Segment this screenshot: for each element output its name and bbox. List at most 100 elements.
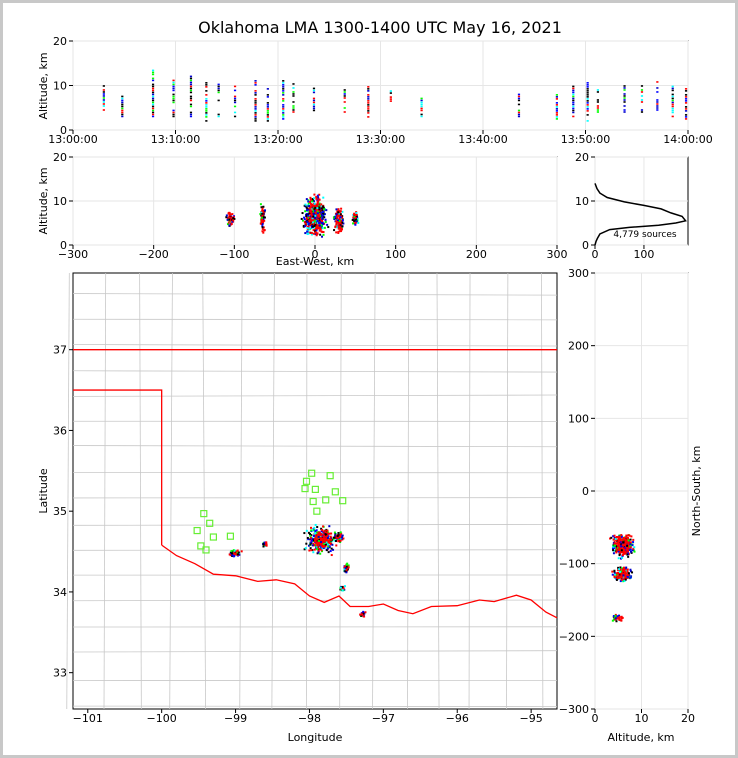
source-mark: [320, 547, 323, 550]
source-mark: [310, 212, 313, 215]
source-mark: [339, 531, 342, 534]
source-mark: [318, 198, 321, 201]
source-mark: [261, 208, 264, 211]
source-mark: [340, 230, 343, 233]
source-mark: [351, 218, 354, 221]
source-mark: [205, 114, 208, 116]
source-mark: [620, 549, 623, 552]
source-mark: [321, 528, 324, 531]
plan-view-panel: −101 −100 −99 −98 −97 −96 −95 33 34 35 36 37 Longi…: [37, 272, 558, 744]
source-mark: [367, 100, 370, 102]
source-mark: [266, 88, 269, 90]
county-line: [169, 272, 173, 710]
source-mark: [312, 534, 315, 537]
source-mark: [335, 208, 338, 211]
source-mark: [630, 550, 633, 553]
histogram-y-ticks: 0 10 20: [575, 151, 595, 252]
source-mark: [304, 225, 307, 228]
source-mark: [205, 82, 208, 84]
source-mark: [321, 541, 324, 544]
source-mark: [620, 534, 623, 537]
source-mark: [172, 109, 175, 112]
station-marker: [200, 510, 208, 518]
source-mark: [632, 538, 635, 541]
source-mark: [260, 206, 263, 209]
source-mark: [325, 531, 328, 534]
source-mark: [612, 535, 615, 538]
source-mark: [329, 535, 332, 538]
source-mark: [151, 95, 155, 98]
y-tick-label: 37: [53, 344, 67, 357]
source-mark: [622, 550, 625, 553]
source-mark: [121, 101, 124, 104]
source-mark: [339, 221, 342, 224]
source-mark: [254, 82, 257, 84]
source-mark: [312, 109, 316, 112]
source-mark: [317, 538, 320, 541]
source-mark: [317, 206, 320, 209]
source-mark: [310, 226, 313, 229]
source-mark: [261, 227, 264, 230]
source-mark: [632, 547, 635, 550]
source-mark: [346, 567, 349, 570]
source-mark: [151, 97, 155, 100]
source-mark: [240, 550, 243, 553]
source-mark: [342, 537, 345, 540]
source-mark: [614, 614, 617, 617]
source-mark: [324, 546, 327, 549]
source-mark: [316, 542, 319, 545]
source-mark: [304, 210, 307, 213]
source-mark: [624, 578, 627, 581]
source-mark: [308, 220, 311, 223]
source-mark: [326, 547, 329, 550]
source-mark: [308, 532, 311, 535]
source-mark: [312, 216, 315, 219]
source-mark: [616, 575, 619, 578]
source-mark: [121, 109, 124, 112]
source-mark: [625, 548, 628, 551]
source-mark: [617, 569, 620, 572]
source-mark: [121, 105, 124, 108]
source-mark: [292, 93, 295, 95]
source-mark: [205, 84, 208, 86]
source-mark: [339, 534, 342, 537]
source-mark: [586, 110, 589, 112]
source-mark: [323, 213, 326, 216]
source-mark: [337, 225, 340, 228]
source-mark: [620, 545, 623, 548]
source-mark: [324, 533, 327, 536]
source-mark: [229, 552, 232, 555]
source-mark: [367, 108, 370, 110]
source-mark: [656, 101, 659, 103]
station-marker: [301, 484, 309, 493]
source-mark: [318, 543, 321, 546]
source-mark: [189, 95, 193, 98]
source-mark: [555, 98, 558, 100]
source-mark: [611, 619, 614, 622]
source-mark: [254, 118, 257, 120]
source-mark: [151, 111, 155, 114]
source-mark: [151, 73, 155, 76]
source-mark: [319, 211, 322, 214]
source-mark: [555, 102, 558, 104]
source-mark: [626, 544, 629, 547]
source-mark: [629, 568, 632, 571]
source-mark: [322, 205, 325, 208]
source-mark: [282, 114, 285, 116]
source-mark: [310, 534, 313, 537]
source-mark: [304, 547, 307, 550]
source-mark: [205, 110, 208, 112]
source-mark: [622, 573, 625, 576]
source-mark: [334, 216, 337, 219]
source-mark: [315, 208, 318, 211]
source-mark: [229, 551, 232, 554]
source-mark: [684, 98, 688, 100]
source-mark: [314, 222, 317, 225]
source-mark: [354, 221, 357, 224]
source-mark: [586, 84, 589, 86]
source-mark: [322, 222, 325, 225]
source-mark: [315, 214, 318, 217]
source-mark: [345, 565, 348, 568]
source-mark: [684, 118, 688, 120]
source-mark: [307, 222, 310, 225]
